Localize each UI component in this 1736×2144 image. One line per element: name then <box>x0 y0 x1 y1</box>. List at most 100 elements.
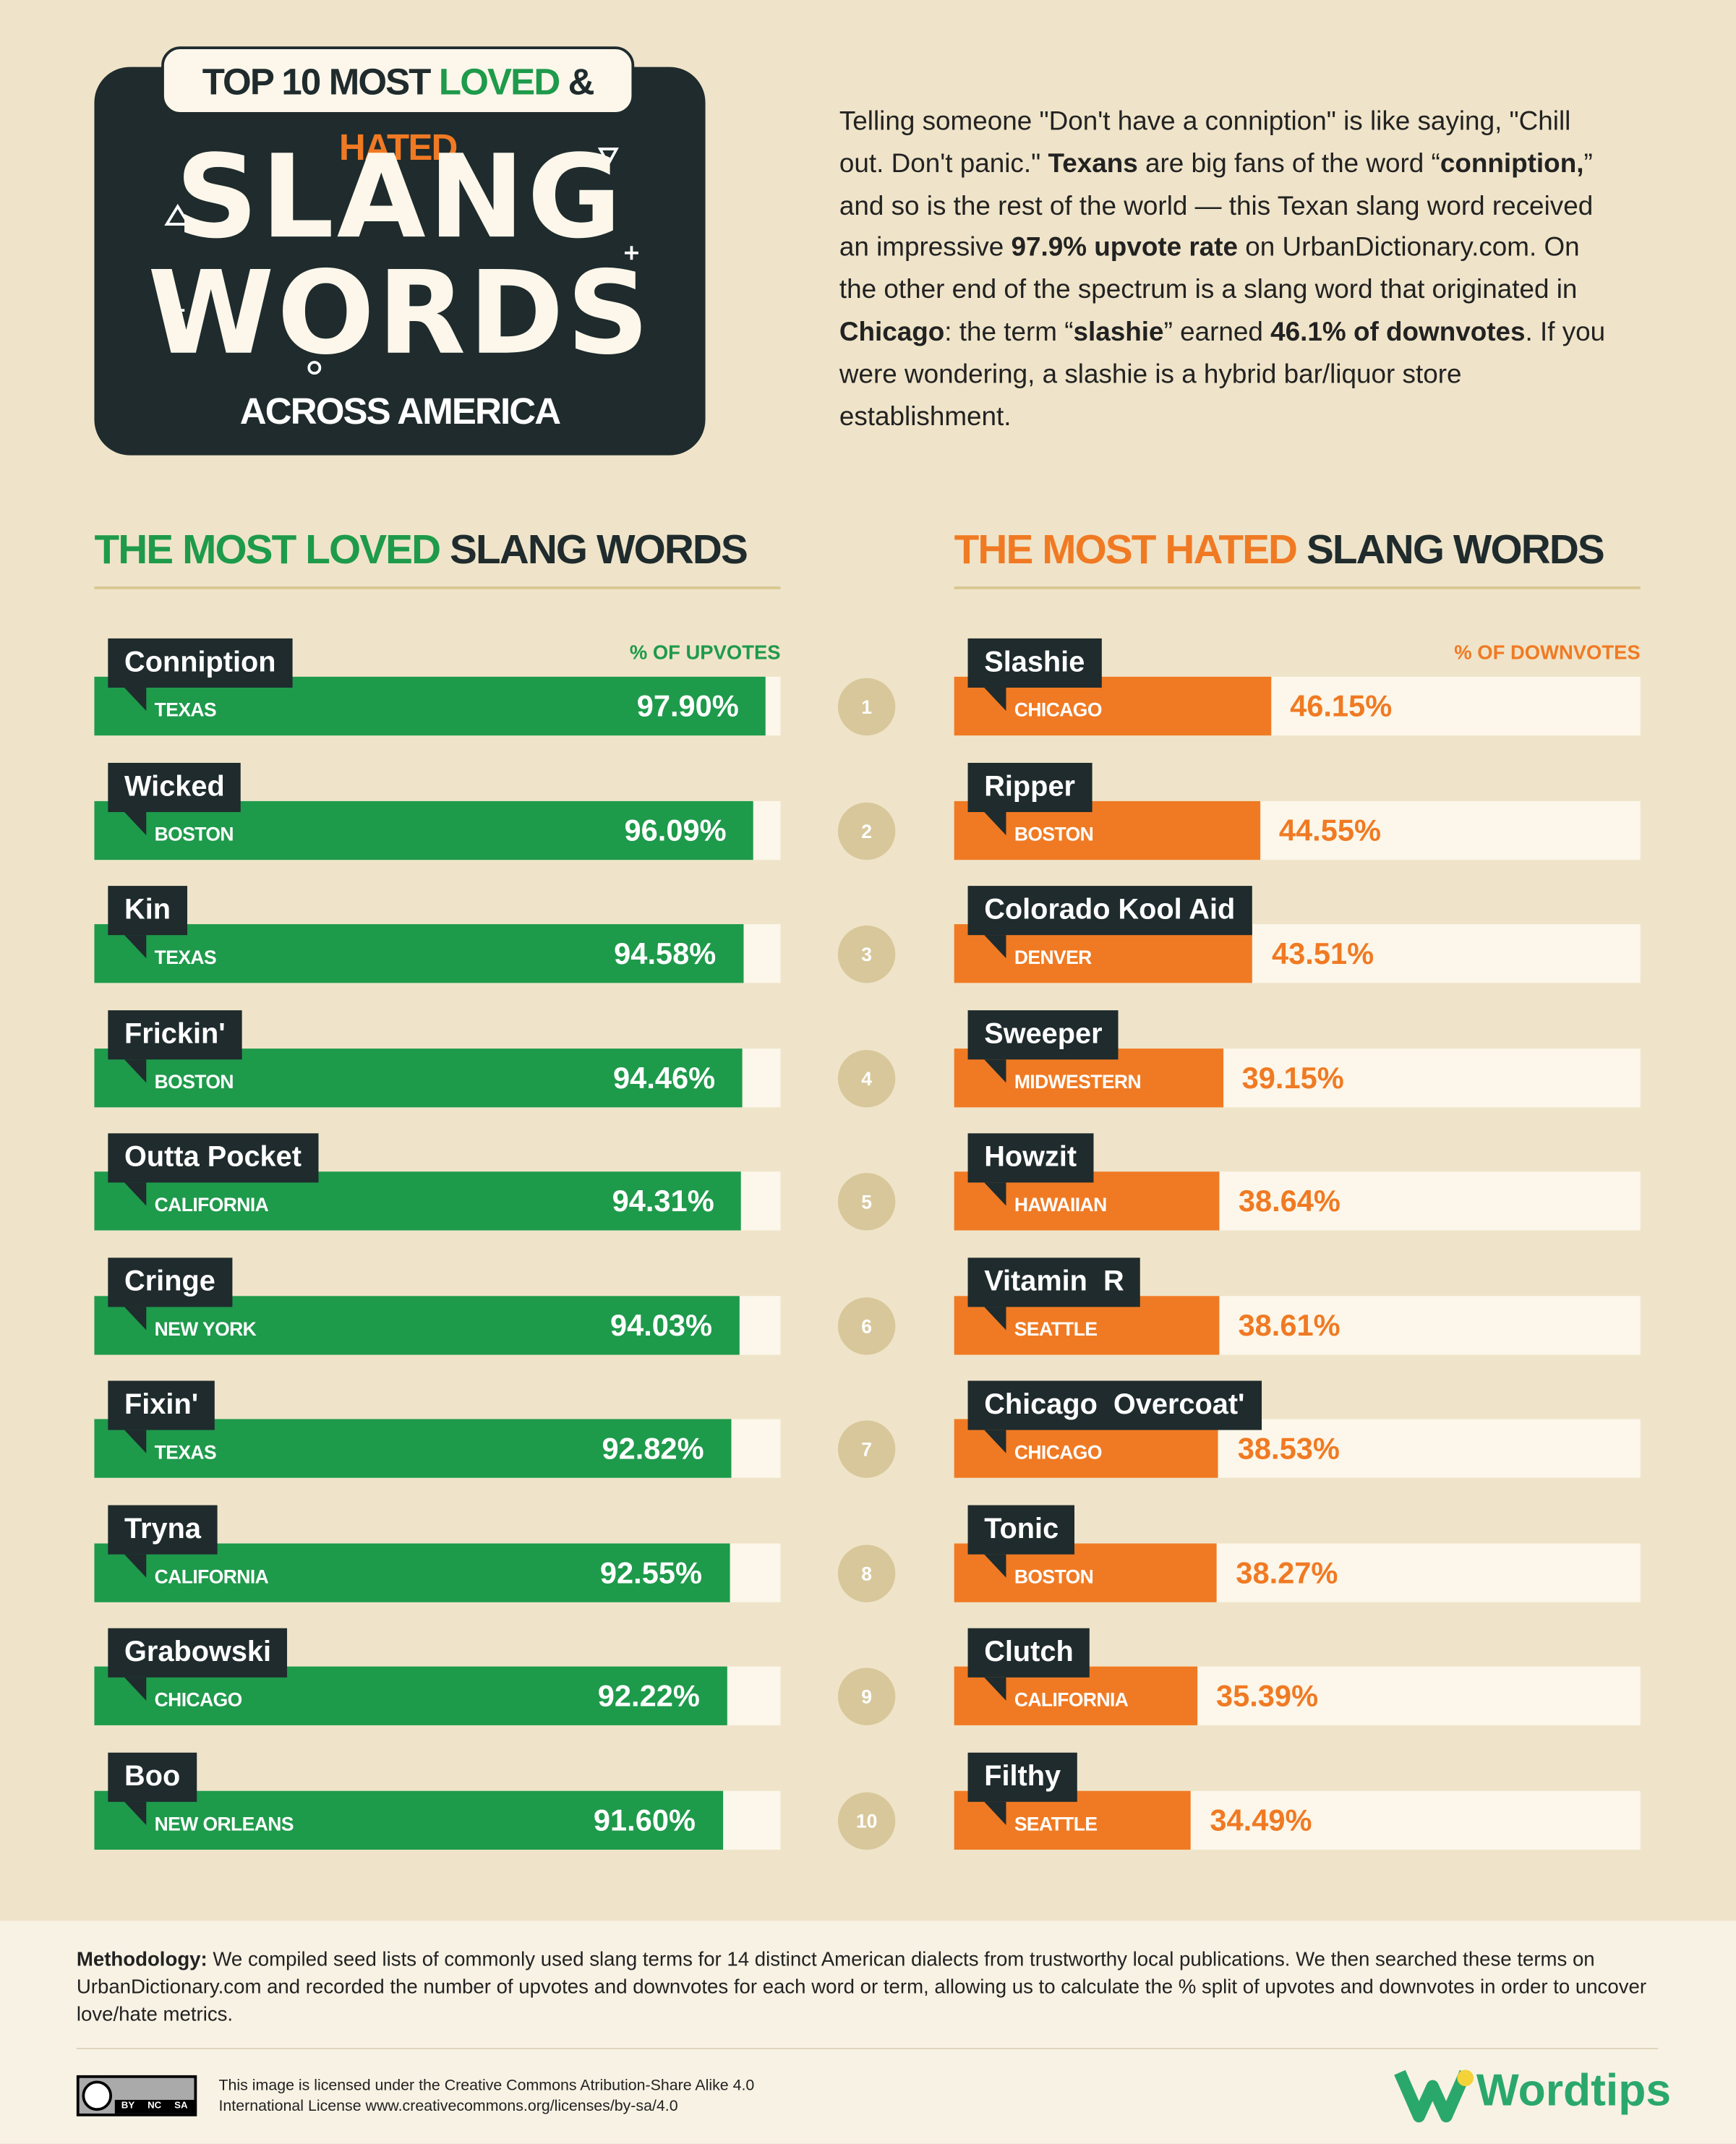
intro-segment: Chicago <box>839 317 945 348</box>
label-pointer <box>124 687 147 712</box>
bar <box>94 924 744 983</box>
cc-badge-label: SA <box>174 2101 188 2111</box>
section-title-rest: SLANG WORDS <box>440 527 748 573</box>
intro-segment: : the term “ <box>944 317 1074 348</box>
section-underline <box>94 586 781 589</box>
word-label: Tryna <box>108 1504 218 1554</box>
region-label: SEATTLE <box>1014 1811 1098 1835</box>
footer-divider <box>76 2048 1659 2050</box>
section-underline <box>954 586 1641 589</box>
word-label: Howzit <box>967 1133 1093 1183</box>
word-label: Boo <box>108 1751 197 1801</box>
region-label: CALIFORNIA <box>1014 1688 1129 1711</box>
section-title-highlight: THE MOST LOVED <box>94 527 441 573</box>
region-label: TEXAS <box>154 946 217 968</box>
word-label: Fixin' <box>108 1380 215 1430</box>
word-label: Filthy <box>967 1751 1077 1801</box>
region-label: CHICAGO <box>154 1688 243 1711</box>
intro-segment: conniption, <box>1440 148 1584 179</box>
intro-segment: Texans <box>1048 148 1138 179</box>
region-label: TEXAS <box>154 1440 217 1463</box>
label-pointer <box>984 1306 1006 1330</box>
pill-text: TOP 10 MOST <box>202 61 432 103</box>
intro-segment: slashie <box>1073 317 1164 348</box>
cc-badge-labels: BY NC SA <box>114 2099 194 2114</box>
word-label: Clutch <box>967 1628 1090 1678</box>
label-pointer <box>984 811 1006 835</box>
rank-badge: 4 <box>837 1049 896 1107</box>
label-pointer <box>124 1801 147 1825</box>
region-label: BOSTON <box>154 1069 234 1092</box>
intro-segment: ” and so is the rest of the world — this… <box>839 148 1594 263</box>
cc-badge-label: NC <box>147 2101 162 2111</box>
word-label: Ripper <box>967 762 1092 812</box>
rank-badge: 10 <box>837 1791 896 1850</box>
value-header: % OF DOWNVOTES <box>1454 642 1641 665</box>
region-label: MIDWESTERN <box>1014 1069 1142 1092</box>
word-label: Kin <box>108 886 187 936</box>
word-label: Slashie <box>967 638 1101 688</box>
word-label: Sweeper <box>967 1009 1119 1059</box>
value-label: 92.82% <box>602 1431 704 1466</box>
word-label: Wicked <box>108 762 241 812</box>
region-label: CALIFORNIA <box>154 1564 269 1587</box>
region-label: CHICAGO <box>1014 699 1103 721</box>
label-pointer <box>984 1677 1006 1701</box>
value-label: 92.22% <box>597 1678 700 1713</box>
rank-badge: 7 <box>837 1420 896 1478</box>
label-pointer <box>984 687 1006 712</box>
title-card <box>94 67 706 456</box>
decorations <box>164 148 638 375</box>
value-label: 97.90% <box>636 688 739 724</box>
rank-badge: 2 <box>837 801 896 860</box>
value-label: 46.15% <box>1290 688 1393 724</box>
section-title: THE MOST HATED SLANG WORDS <box>954 528 1605 574</box>
word-label: Grabowski <box>108 1628 288 1678</box>
value-label: 38.53% <box>1237 1431 1340 1466</box>
word-label: Tonic <box>967 1504 1075 1554</box>
section-title: THE MOST LOVED SLANG WORDS <box>94 527 748 574</box>
label-pointer <box>984 1801 1006 1825</box>
value-label: 94.46% <box>613 1060 716 1095</box>
title-pill: TOP 10 MOST LOVED & HATED <box>161 46 635 168</box>
region-label: DENVER <box>1014 946 1092 968</box>
label-pointer <box>124 1430 147 1453</box>
subtitle: ACROSS AMERICA <box>239 390 561 432</box>
word-label: Colorado Kool Aid <box>967 886 1252 936</box>
word-label: Conniption <box>108 638 293 688</box>
intro-segment: Telling someone "Don't have a conniption… <box>839 106 1571 179</box>
value-label: 38.61% <box>1238 1307 1341 1342</box>
label-pointer <box>124 811 147 835</box>
title-line-2: WORDS <box>147 246 652 380</box>
rank-badge: 6 <box>837 1297 896 1354</box>
region-label: NEW ORLEANS <box>154 1811 294 1835</box>
intro-segment: 97.9% upvote rate <box>1011 233 1239 263</box>
word-label: Cringe <box>108 1257 232 1307</box>
label-pointer <box>124 1677 147 1701</box>
methodology: Methodology: We compiled seed lists of c… <box>77 1947 1662 2028</box>
rank-badge: 9 <box>837 1667 896 1725</box>
bar <box>94 1790 723 1850</box>
label-pointer <box>124 1059 147 1082</box>
cc-badge-label: BY <box>121 2101 135 2111</box>
word-label: Vitamin R <box>967 1257 1141 1307</box>
region-label: NEW YORK <box>154 1317 257 1339</box>
region-label: CALIFORNIA <box>154 1193 269 1216</box>
region-label: SEATTLE <box>1014 1317 1098 1339</box>
value-label: 94.31% <box>612 1184 714 1218</box>
intro-segment: are big fans of the word “ <box>1137 148 1440 179</box>
label-pointer <box>124 1182 147 1206</box>
label-pointer <box>984 1059 1006 1082</box>
intro-paragraph: Telling someone "Don't have a conniption… <box>839 101 1612 438</box>
word-label: Frickin' <box>108 1009 242 1059</box>
label-pointer <box>124 1306 147 1330</box>
rank-badge: 3 <box>837 925 896 983</box>
value-label: 94.03% <box>610 1307 713 1342</box>
region-label: BOSTON <box>154 822 234 845</box>
region-label: HAWAIIAN <box>1014 1193 1107 1216</box>
license-text: This image is licensed under the Creativ… <box>218 2077 755 2115</box>
intro-segment: ” earned <box>1163 317 1271 348</box>
region-label: BOSTON <box>1014 1564 1094 1587</box>
label-pointer <box>984 1182 1006 1206</box>
